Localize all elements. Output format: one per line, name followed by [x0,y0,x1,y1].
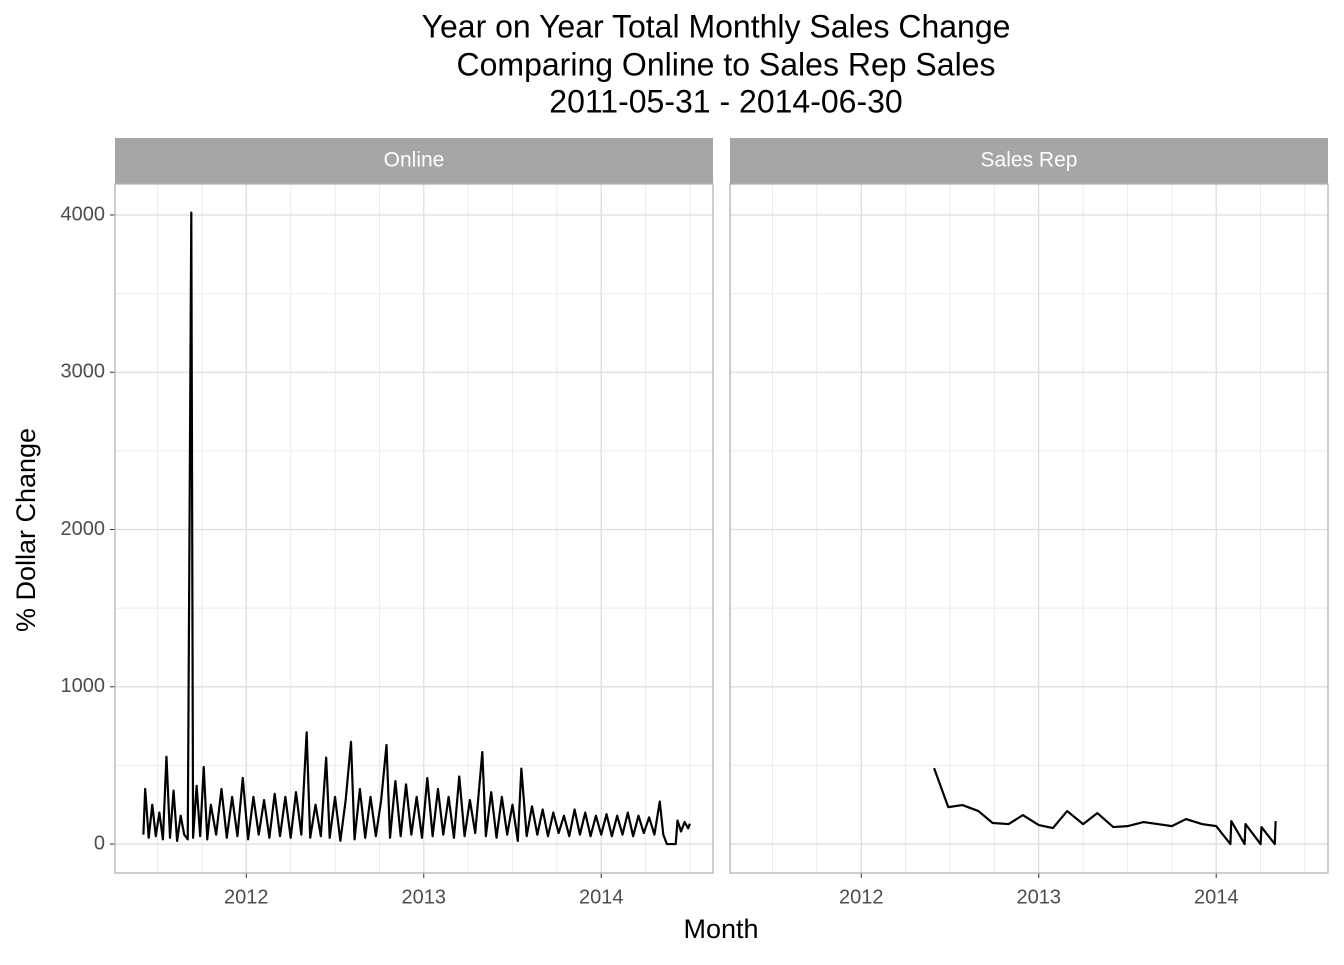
title-line: Comparing Online to Sales Rep Sales [457,46,996,82]
y-tick-label: 2000 [61,518,106,540]
panel-border [729,183,1329,874]
x-tick-label: 2012 [224,886,269,908]
panel-strip [730,138,1328,184]
title-line: 2011-05-31 - 2014-06-30 [549,83,902,119]
y-tick-label: 1000 [61,675,106,697]
panel-title: Online [384,149,445,172]
panel-strip [115,138,713,184]
panel-title: Sales Rep [981,149,1078,172]
x-axis-label: Month [683,914,758,944]
x-tick-label: 2014 [1194,886,1239,908]
x-tick-label: 2013 [402,886,447,908]
y-tick-label: 4000 [61,203,106,225]
y-tick-label: 3000 [61,361,106,383]
x-tick-label: 2012 [839,886,884,908]
y-tick-label: 0 [94,832,105,854]
x-tick-label: 2013 [1017,886,1062,908]
data-line [142,211,691,846]
x-tick-label: 2014 [579,886,624,908]
title-line: Year on Year Total Monthly Sales Change [422,8,1011,44]
panel-border [114,183,714,874]
y-axis-label: % Dollar Change [11,428,41,632]
data-line [933,767,1277,846]
